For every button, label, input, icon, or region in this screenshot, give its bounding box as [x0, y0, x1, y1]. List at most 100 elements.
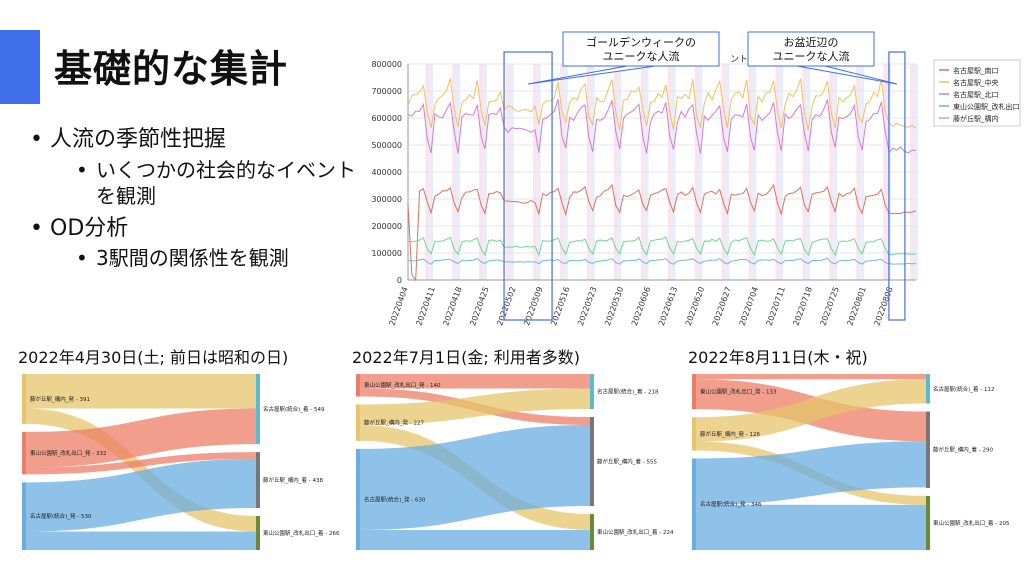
x-tick-label: 20220620 [684, 286, 706, 327]
sankey-flow [26, 374, 256, 409]
y-tick-label: 200000 [371, 222, 402, 231]
x-tick-label: 20220704 [738, 286, 760, 327]
line-chart-area: 0 100000 200000 300000 400000 500000 600000 700… [350, 30, 1022, 334]
gw-callout-text: ユニークな人流 [603, 49, 680, 63]
bullet-seasonality: 人流の季節性把握 [30, 126, 356, 155]
sankey-target-label: 名古屋駅(統合)_着 - 549 [263, 405, 325, 413]
sankey-title: 2022年8月11日(木・祝) [688, 348, 868, 367]
obon-callout-pointer [796, 65, 898, 85]
obon-callout-text: お盆近辺の [784, 35, 839, 49]
sankey-target-node [590, 514, 594, 550]
sankey-source-label: 藤が丘駅_構内_発 - 126 [700, 430, 760, 438]
slide-title: 基礎的な集計 [54, 47, 289, 91]
y-tick-label: 300000 [371, 195, 402, 204]
sankey-aug11: 2022年8月11日(木・祝) 東山公園駅_改札出口_発 - 133 藤が丘駅_構… [688, 344, 1010, 550]
sankey-flow [696, 374, 926, 380]
gw-callout-box [562, 31, 720, 67]
x-tick-label: 20220411 [414, 286, 436, 327]
gw-highlight-box [503, 51, 553, 321]
sankey-flow [360, 374, 590, 389]
sankey-target-node [926, 495, 930, 550]
sankey-source-label: 東山公園駅_改札出口_発 - 133 [700, 388, 777, 396]
sankey-target-node [256, 516, 260, 550]
x-tick-label: 20220711 [765, 286, 787, 327]
legend-entry: 名古屋駅_北口 [953, 90, 999, 99]
sankey-flow [696, 379, 926, 442]
sankey-flow [696, 504, 926, 550]
title-accent-bar [0, 30, 40, 104]
sankey-target-label: 名古屋駅(統合)_着 - 112 [933, 385, 995, 393]
x-tick-label: 20220530 [603, 286, 625, 327]
x-tick-label: 20220613 [657, 286, 679, 327]
legend-box [933, 59, 1021, 127]
sankey-source-label: 名古屋駅(統合)_発 - 630 [364, 495, 426, 503]
sankey-target-node [590, 416, 594, 507]
sankey-target-node [256, 374, 260, 445]
sankey-source-label: 東山公園駅_改札出口_発 - 140 [364, 381, 441, 389]
x-tick-label: 20220718 [792, 286, 814, 327]
sankey-source-node [356, 404, 360, 441]
sankey-flow [696, 441, 926, 505]
series-line [407, 236, 917, 257]
sankey-source-label: 藤が丘駅_構内_発 - 227 [364, 419, 424, 427]
sankey-source-label: 藤が丘駅_構内_発 - 391 [30, 395, 90, 403]
series-line [407, 98, 917, 154]
sankey-flow [360, 425, 590, 530]
sankey-target-node [926, 411, 930, 488]
sankey-target-label: 藤が丘駅_構内_着 - 290 [933, 446, 993, 454]
sankey-source-label: 東山公園駅_改札出口_発 - 332 [30, 449, 106, 457]
sankey-flow [26, 408, 256, 468]
y-tick-label: 0 [397, 276, 402, 285]
sankey-target-label: 東山公園駅_改札出口_着 - 224 [597, 528, 674, 536]
sankey-source-node [692, 458, 696, 550]
gw-callout-text: ゴールデンウィークの [586, 35, 696, 49]
line-chart: 0 100000 200000 300000 400000 500000 600000 700… [371, 31, 1021, 327]
sankey-title: 2022年4月30日(土; 前日は昭和の日) [18, 348, 289, 367]
x-tick-label: 20220502 [495, 286, 517, 327]
sankey-flow [26, 408, 256, 532]
legend-entry: 藤が丘駅_構内 [953, 114, 999, 123]
sankey-source-node [22, 482, 26, 550]
chart-title-partial: ント [730, 55, 748, 65]
legend-entry: 名古屋駅_中央 [953, 78, 999, 87]
x-tick-label: 20220418 [441, 286, 463, 327]
sankey-source-node [22, 374, 26, 424]
sankey-diagram: 東山公園駅_改札出口_発 - 133 藤が丘駅_構内_発 - 126 名古屋駅(統合… [692, 374, 1010, 550]
bullet-list: 人流の季節性把握 いくつかの社会的なイベントを観測 OD分析 3駅間の関係性を観… [30, 126, 356, 275]
sankey-source-node [356, 374, 360, 397]
y-tick-label: 600000 [371, 114, 402, 123]
sankey-apr30: 2022年4月30日(土; 前日は昭和の日) 藤が丘駅_構内_発 - 391 東山… [18, 344, 340, 550]
y-tick-label: 500000 [371, 141, 402, 150]
legend-entry: 名古屋駅_南口 [953, 66, 999, 75]
x-tick-label: 20220801 [845, 286, 867, 327]
x-tick-label: 20220627 [711, 286, 733, 327]
sankey-flow [360, 388, 590, 426]
y-tick-label: 800000 [371, 60, 402, 69]
x-tick-label: 20220425 [468, 286, 490, 327]
obon-highlight-box [888, 51, 906, 321]
x-tick-label: 20220509 [522, 286, 544, 327]
sankey-target-label: 藤が丘駅_構内_着 - 438 [263, 476, 323, 484]
x-tick-label: 20220523 [576, 286, 598, 327]
sankey-target-node [256, 452, 260, 509]
sankey-flow [360, 529, 590, 550]
obon-callout-text: ユニークな人流 [773, 49, 850, 63]
x-tick-label: 20220808 [872, 286, 894, 327]
sankey-diagram: 藤が丘駅_構内_発 - 391 東山公園駅_改札出口_発 - 332 名古屋駅(統合… [22, 374, 340, 550]
x-tick-label: 20220606 [630, 286, 652, 327]
x-tick-label: 20220725 [819, 286, 841, 327]
sankey-jul1: 2022年7月1日(金; 利用者多数) 東山公園駅_改札出口_発 - 140 藤が… [352, 344, 674, 550]
sub-bullet-3-stations: 3駅間の関係性を観測 [76, 245, 356, 271]
sankey-target-node [926, 374, 930, 404]
bullet-od-analysis: OD分析 [30, 215, 356, 244]
sankey-target-node [590, 374, 594, 409]
sankey-flow [26, 452, 256, 475]
x-tick-label: 20220404 [387, 286, 409, 327]
sankey-target-label: 東山公園駅_改札出口_着 - 266 [263, 529, 340, 537]
y-tick-label: 700000 [371, 87, 402, 96]
sankey-source-label: 名古屋駅(統合)_発 - 346 [700, 500, 762, 508]
y-tick-label: 400000 [371, 168, 402, 177]
sankey-diagram: 東山公園駅_改札出口_発 - 140 藤が丘駅_構内_発 - 227 名古屋駅(統合… [356, 374, 674, 550]
sankey-flow [26, 458, 256, 532]
sankey-source-node [692, 374, 696, 410]
